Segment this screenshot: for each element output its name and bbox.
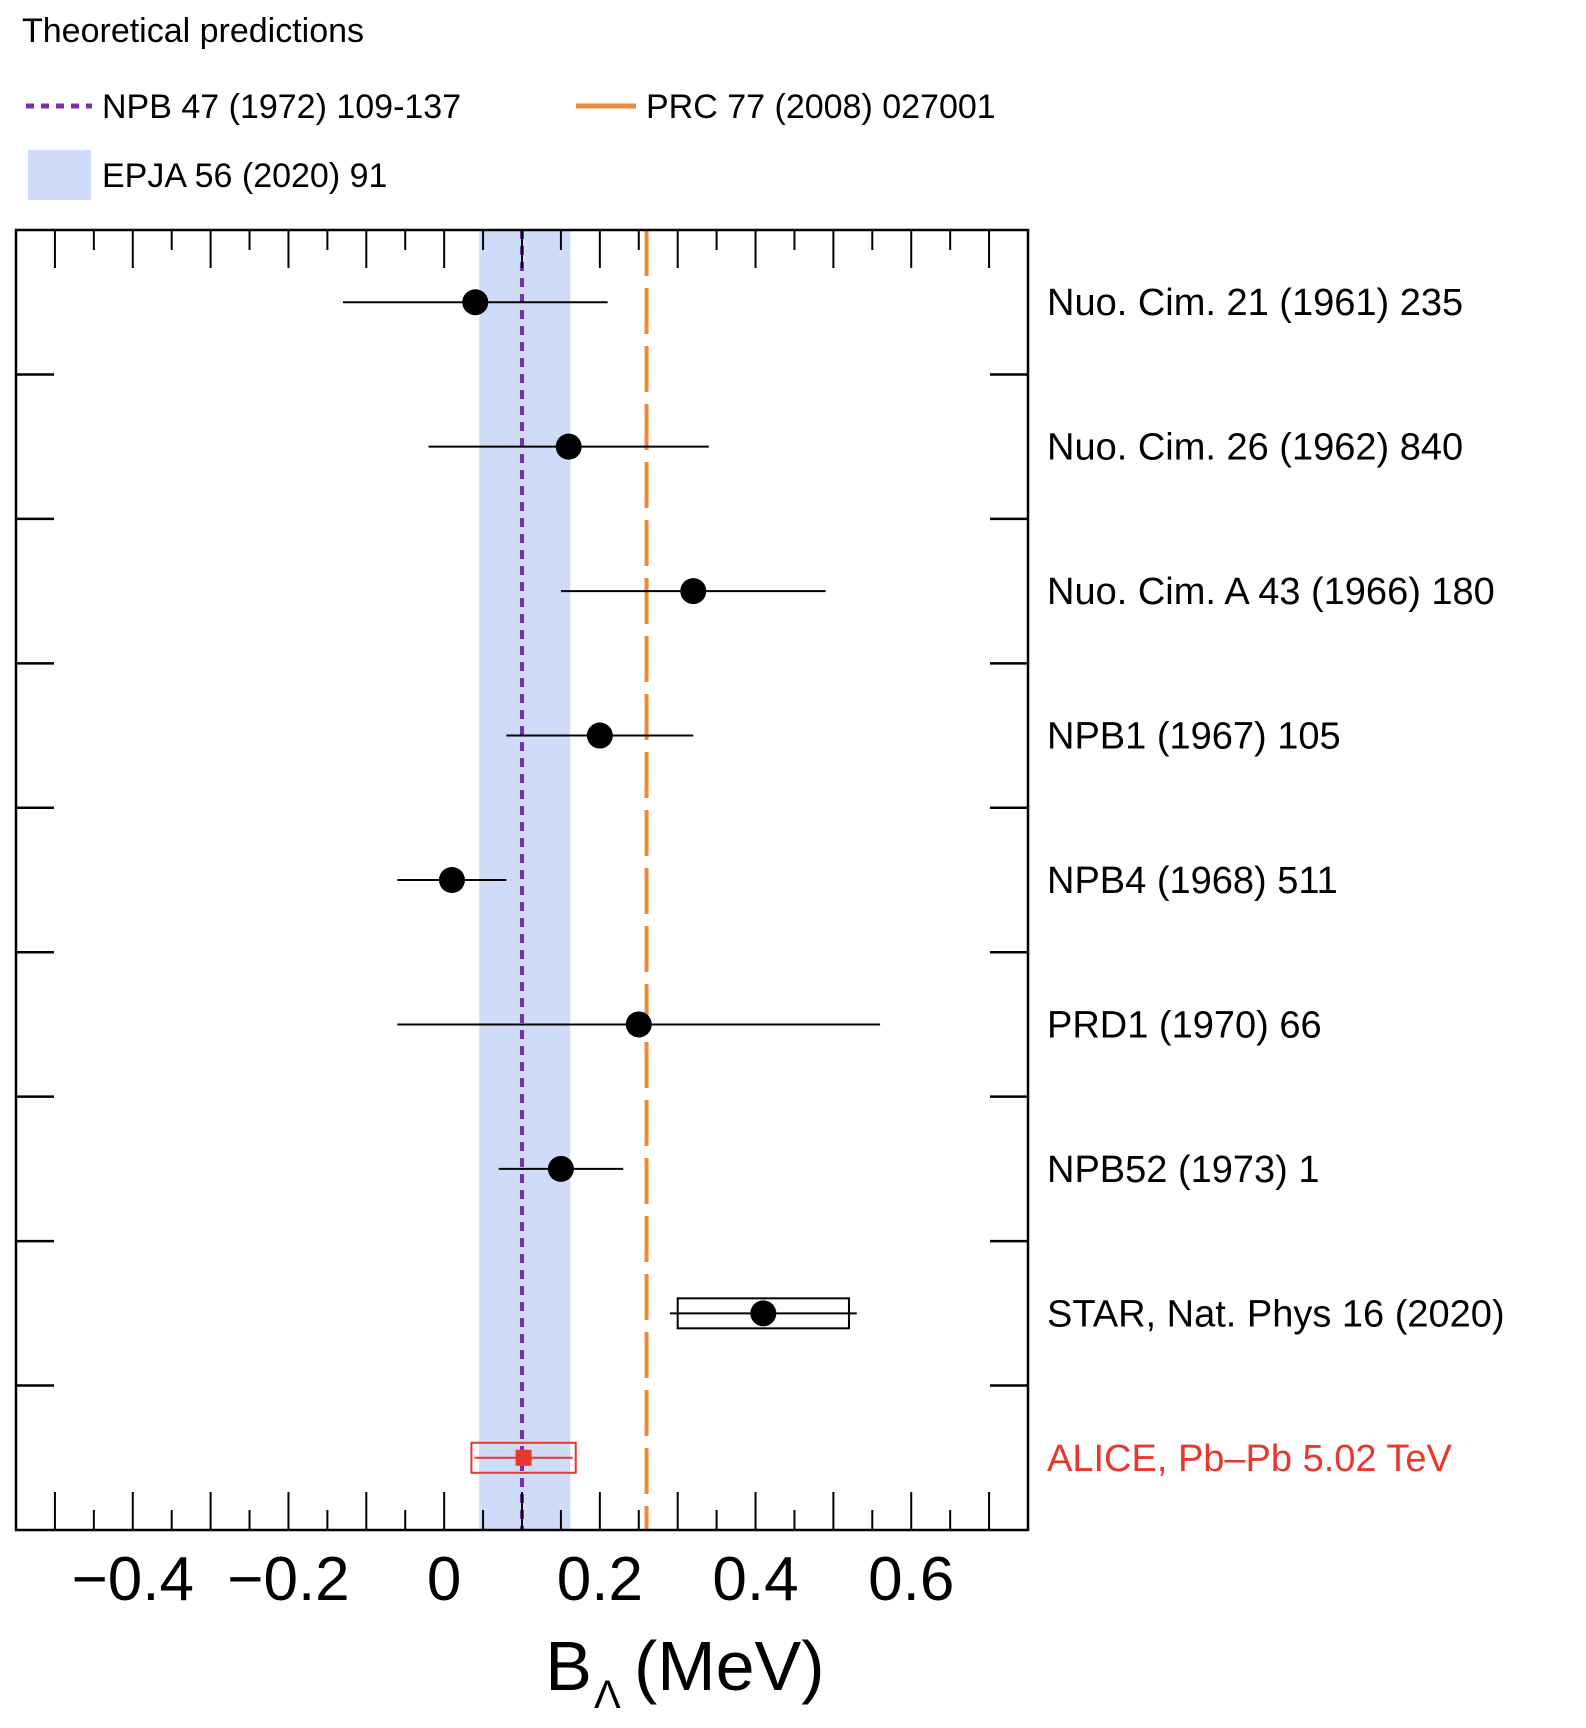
- x-axis-title-symbol: B: [545, 1627, 592, 1705]
- measurement-2: [560, 578, 826, 605]
- measurement-label: ALICE, Pb–Pb 5.02 TeV: [1047, 1438, 1453, 1480]
- x-tick-label: −0.2: [227, 1545, 349, 1614]
- measurement-1: [428, 433, 709, 460]
- x-axis-title: B Λ (MeV): [545, 1627, 824, 1717]
- measurement-8: [470, 1441, 577, 1474]
- x-tick-label: 0.4: [712, 1545, 798, 1614]
- data-point: [750, 1300, 777, 1327]
- legend-label-npb47: NPB 47 (1972) 109-137: [102, 88, 461, 126]
- legend-item-prc77: PRC 77 (2008) 027001: [576, 88, 996, 126]
- legend: Theoretical predictions NPB 47 (1972) 10…: [22, 12, 996, 200]
- measurement-label: NPB1 (1967) 105: [1047, 716, 1341, 758]
- x-tick-label: 0: [427, 1545, 461, 1614]
- measurement-6: [498, 1155, 624, 1182]
- measurement-label: STAR, Nat. Phys 16 (2020): [1047, 1293, 1505, 1335]
- measurement-3: [506, 722, 694, 749]
- data-point: [515, 1449, 532, 1466]
- data-point: [462, 289, 489, 316]
- legend-label-epja56: EPJA 56 (2020) 91: [102, 157, 387, 195]
- measurement-4: [397, 867, 507, 893]
- data-point: [625, 1011, 652, 1038]
- measurement-label: Nuo. Cim. 21 (1961) 235: [1047, 282, 1463, 324]
- legend-item-epja56: EPJA 56 (2020) 91: [28, 150, 387, 200]
- data-point: [586, 722, 613, 749]
- x-tick-label: −0.4: [72, 1545, 194, 1614]
- x-tick-label: 0.2: [557, 1545, 643, 1614]
- measurement-7: [669, 1297, 857, 1330]
- measurement-label: PRD1 (1970) 66: [1047, 1004, 1322, 1046]
- measurement-label: Nuo. Cim. A 43 (1966) 180: [1047, 571, 1495, 613]
- syst-box: [676, 1297, 850, 1330]
- legend-heading: Theoretical predictions: [22, 12, 364, 50]
- measurement-5: [397, 1011, 881, 1038]
- measurement-label: Nuo. Cim. 26 (1962) 840: [1047, 427, 1463, 469]
- x-tick-label: 0.6: [868, 1545, 954, 1614]
- legend-item-npb47: NPB 47 (1972) 109-137: [26, 88, 461, 126]
- data-point: [555, 433, 582, 460]
- measurement-0: [342, 289, 608, 316]
- legend-label-prc77: PRC 77 (2008) 027001: [646, 88, 996, 126]
- measurement-label: NPB4 (1968) 511: [1047, 860, 1338, 902]
- x-axis-title-unit: (MeV): [634, 1627, 825, 1705]
- data-point: [438, 867, 465, 893]
- data-point: [547, 1155, 574, 1182]
- legend-swatch-epja56: [28, 150, 91, 200]
- syst-box: [470, 1441, 577, 1474]
- x-axis-title-subscript: Λ: [594, 1673, 621, 1717]
- data-point: [680, 578, 707, 605]
- measurement-label: NPB52 (1973) 1: [1047, 1149, 1320, 1191]
